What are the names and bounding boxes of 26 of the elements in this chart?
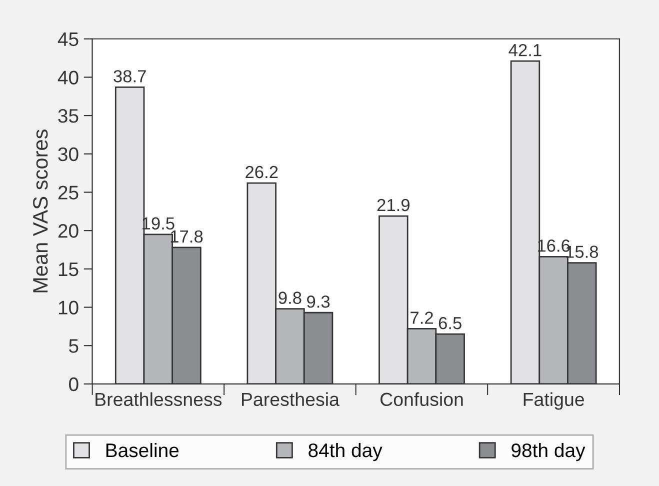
data-label: 7.2: [410, 312, 433, 324]
x-tick-label: Fatigue: [524, 392, 584, 410]
data-label: 26.2: [246, 166, 278, 178]
x-tick-label: Breathlessness: [96, 392, 222, 406]
y-tick-label: 30: [58, 147, 78, 162]
data-label: 21.9: [377, 198, 410, 212]
data-label: 9.3: [307, 296, 330, 308]
x-tick-label: Paresthesia: [242, 392, 340, 406]
legend-label: 84th day: [308, 442, 382, 462]
data-label: 38.7: [114, 70, 146, 82]
y-tick-label: 10: [58, 300, 78, 314]
legend-label: 98th day: [512, 442, 586, 462]
y-tick-label: 20: [58, 224, 78, 238]
y-tick-label: 25: [58, 186, 78, 200]
data-label: 42.1: [508, 44, 542, 56]
legend-label: Baseline: [106, 442, 179, 458]
y-tick-label: 40: [58, 70, 78, 84]
data-label: 9.8: [278, 292, 302, 304]
y-tick-label: 5: [69, 339, 78, 353]
y-axis-title: Mean VAS scores: [33, 130, 48, 292]
y-tick-label: 35: [58, 109, 78, 123]
x-tick-label: Confusion: [380, 392, 463, 406]
data-label: 6.5: [438, 316, 462, 330]
y-tick-label: 45: [58, 32, 78, 46]
y-tick-label: 15: [58, 262, 78, 276]
y-tick-label: 0: [69, 377, 78, 392]
